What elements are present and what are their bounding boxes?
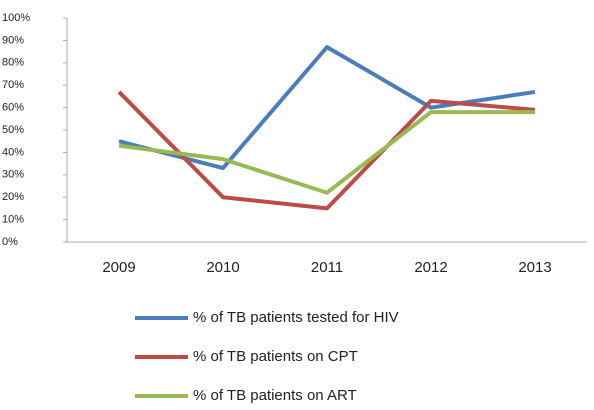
x-tick-label: 2012 bbox=[414, 259, 447, 276]
y-tick-label: 0% bbox=[2, 236, 18, 248]
x-tick-label: 2011 bbox=[311, 259, 343, 276]
y-tick-label: 90% bbox=[2, 34, 24, 46]
y-tick-label: 80% bbox=[2, 57, 24, 69]
y-tick-label: 100% bbox=[2, 12, 30, 24]
y-tick-label: 10% bbox=[2, 214, 24, 226]
x-tick-label: 2013 bbox=[518, 259, 551, 276]
legend-label: % of TB patients on CPT bbox=[193, 348, 358, 365]
y-tick-label: 60% bbox=[2, 102, 24, 114]
series-line bbox=[118, 45, 536, 171]
x-tick-label: 2010 bbox=[206, 259, 239, 276]
y-tick-label: 40% bbox=[2, 146, 24, 158]
y-tick-label: 30% bbox=[2, 169, 24, 181]
series-line bbox=[117, 90, 536, 211]
legend-label: % of TB patients tested for HIV bbox=[193, 309, 399, 326]
y-tick-label: 70% bbox=[2, 79, 24, 91]
y-tick-label: 20% bbox=[2, 191, 24, 203]
series-line bbox=[118, 110, 535, 195]
y-tick-label: 50% bbox=[2, 124, 24, 136]
x-tick-label: 2009 bbox=[102, 259, 135, 276]
legend-label: % of TB patients on ART bbox=[193, 387, 357, 404]
